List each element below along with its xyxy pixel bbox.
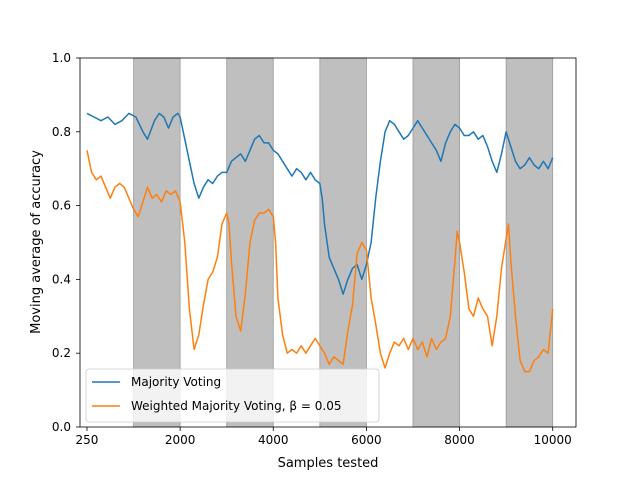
x-axis-ticks: 250 2000 4000 6000 8000 10000 — [76, 427, 572, 447]
y-tick-label-2: 0.4 — [52, 272, 71, 286]
x-tick-label-0: 250 — [76, 433, 99, 447]
shaded-region-4 — [412, 57, 460, 428]
legend-box — [85, 368, 380, 423]
y-axis-ticks: 0.0 0.2 0.4 0.6 0.8 1.0 — [52, 51, 80, 434]
series-line-2 — [86, 150, 554, 373]
x-tick-label-3: 6000 — [351, 433, 382, 447]
x-tick-label-4: 8000 — [444, 433, 475, 447]
legend-label-2: Weighted Majority Voting, β = 0.05 — [131, 399, 341, 413]
y-tick-label-1: 0.2 — [52, 346, 71, 360]
series-line-1 — [86, 112, 554, 295]
y-axis-label: Moving average of accuracy — [29, 150, 44, 334]
y-tick-label-3: 0.6 — [52, 199, 71, 213]
series-lines — [86, 112, 554, 373]
x-tick-label-1: 2000 — [165, 433, 196, 447]
y-tick-label-5: 1.0 — [52, 51, 71, 65]
axes-frame — [79, 57, 577, 428]
plot-area — [79, 57, 577, 428]
x-tick-label-5: 10000 — [534, 433, 572, 447]
y-tick-label-0: 0.0 — [52, 420, 71, 434]
x-tick-label-2: 4000 — [258, 433, 289, 447]
y-tick-label-4: 0.8 — [52, 125, 71, 139]
legend-label-1: Majority Voting — [131, 375, 221, 389]
x-axis-label: Samples tested — [278, 456, 379, 471]
legend: Majority Voting Weighted Majority Voting,… — [85, 368, 380, 423]
